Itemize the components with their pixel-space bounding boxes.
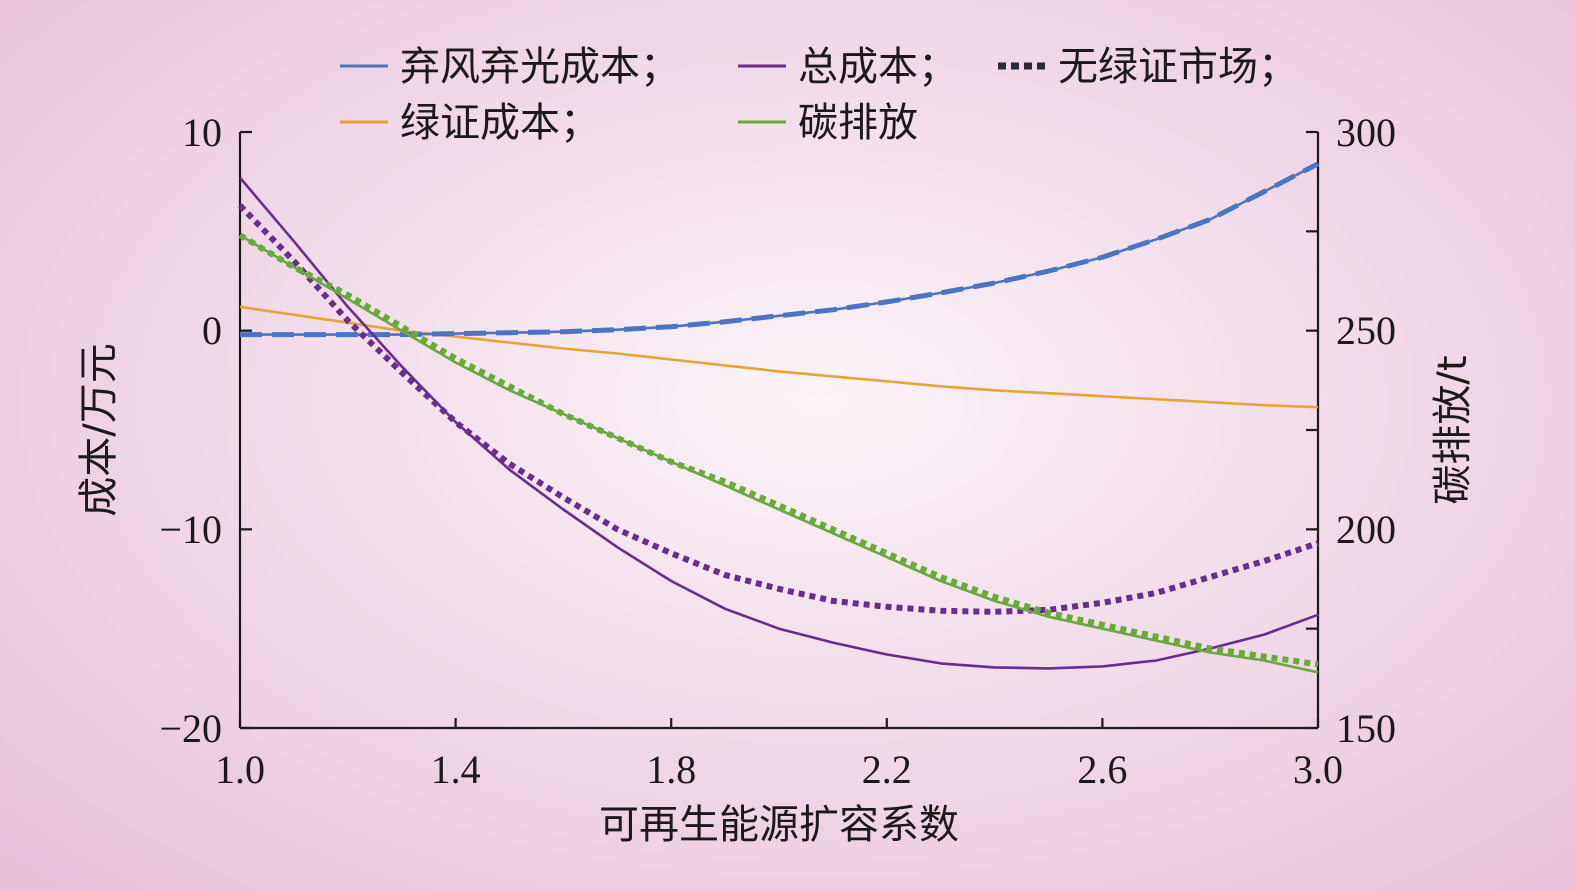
x-tick-label: 1.0	[215, 747, 265, 792]
axes	[238, 130, 1320, 730]
y-right-tick-label: 250	[1336, 308, 1396, 353]
y-right-axis-title: 碳排放/t	[1430, 355, 1476, 504]
x-tick-label: 1.8	[646, 747, 696, 792]
legend-label-carbon-emission: 碳排放	[798, 100, 918, 146]
y-left-tick-label: 0	[202, 308, 222, 353]
series-layer	[237, 161, 1320, 674]
series-line-3	[239, 176, 1319, 670]
legend-label-green-cert-cost: 绿证成本；	[400, 100, 600, 146]
y-left-tick-label: −20	[159, 706, 222, 751]
y-right-tick-label: 300	[1336, 110, 1396, 155]
legend-label-no-green-cert: 无绿证市场；	[1058, 44, 1298, 90]
y-left-tick-labels: 10 0 −10 −20	[159, 110, 222, 751]
y-left-tick-label: 10	[182, 110, 222, 155]
y-right-tick-label: 200	[1336, 507, 1396, 552]
series-line-0	[240, 162, 1319, 336]
legend-item-no-green-cert: 无绿证市场；	[998, 44, 1298, 90]
legend-label-total-cost: 总成本；	[798, 44, 958, 90]
series-line-2	[239, 305, 1319, 409]
x-tick-label: 2.2	[862, 747, 912, 792]
series-line-1	[240, 161, 1320, 338]
y-left-axis-title: 成本/万元	[76, 343, 122, 516]
y-right-tick-labels: 300 250 200 150	[1336, 110, 1396, 751]
y-left-tick-label: −10	[159, 507, 222, 552]
x-tick-label: 3.0	[1293, 747, 1343, 792]
x-axis-title: 可再生能源扩容系数	[599, 802, 959, 848]
legend-item-total-cost: 总成本；	[738, 44, 958, 90]
tick-marks	[238, 130, 1320, 730]
series-line-6	[238, 232, 1319, 668]
x-tick-label: 2.6	[1077, 747, 1127, 792]
legend: 弃风弃光成本； 总成本； 无绿证市场； 绿证成本； 碳排放	[340, 44, 1298, 146]
legend-item-green-cert-cost: 绿证成本；	[340, 100, 600, 146]
y-right-tick-label: 150	[1336, 706, 1396, 751]
x-tick-labels: 1.0 1.4 1.8 2.2 2.6 3.0	[215, 747, 1343, 792]
series-line-4	[237, 203, 1319, 615]
legend-item-curtailment-cost: 弃风弃光成本；	[340, 44, 680, 90]
series-line-5	[239, 234, 1319, 674]
x-tick-label: 1.4	[431, 747, 481, 792]
legend-item-carbon-emission: 碳排放	[738, 100, 918, 146]
legend-label-curtailment-cost: 弃风弃光成本；	[400, 44, 680, 90]
